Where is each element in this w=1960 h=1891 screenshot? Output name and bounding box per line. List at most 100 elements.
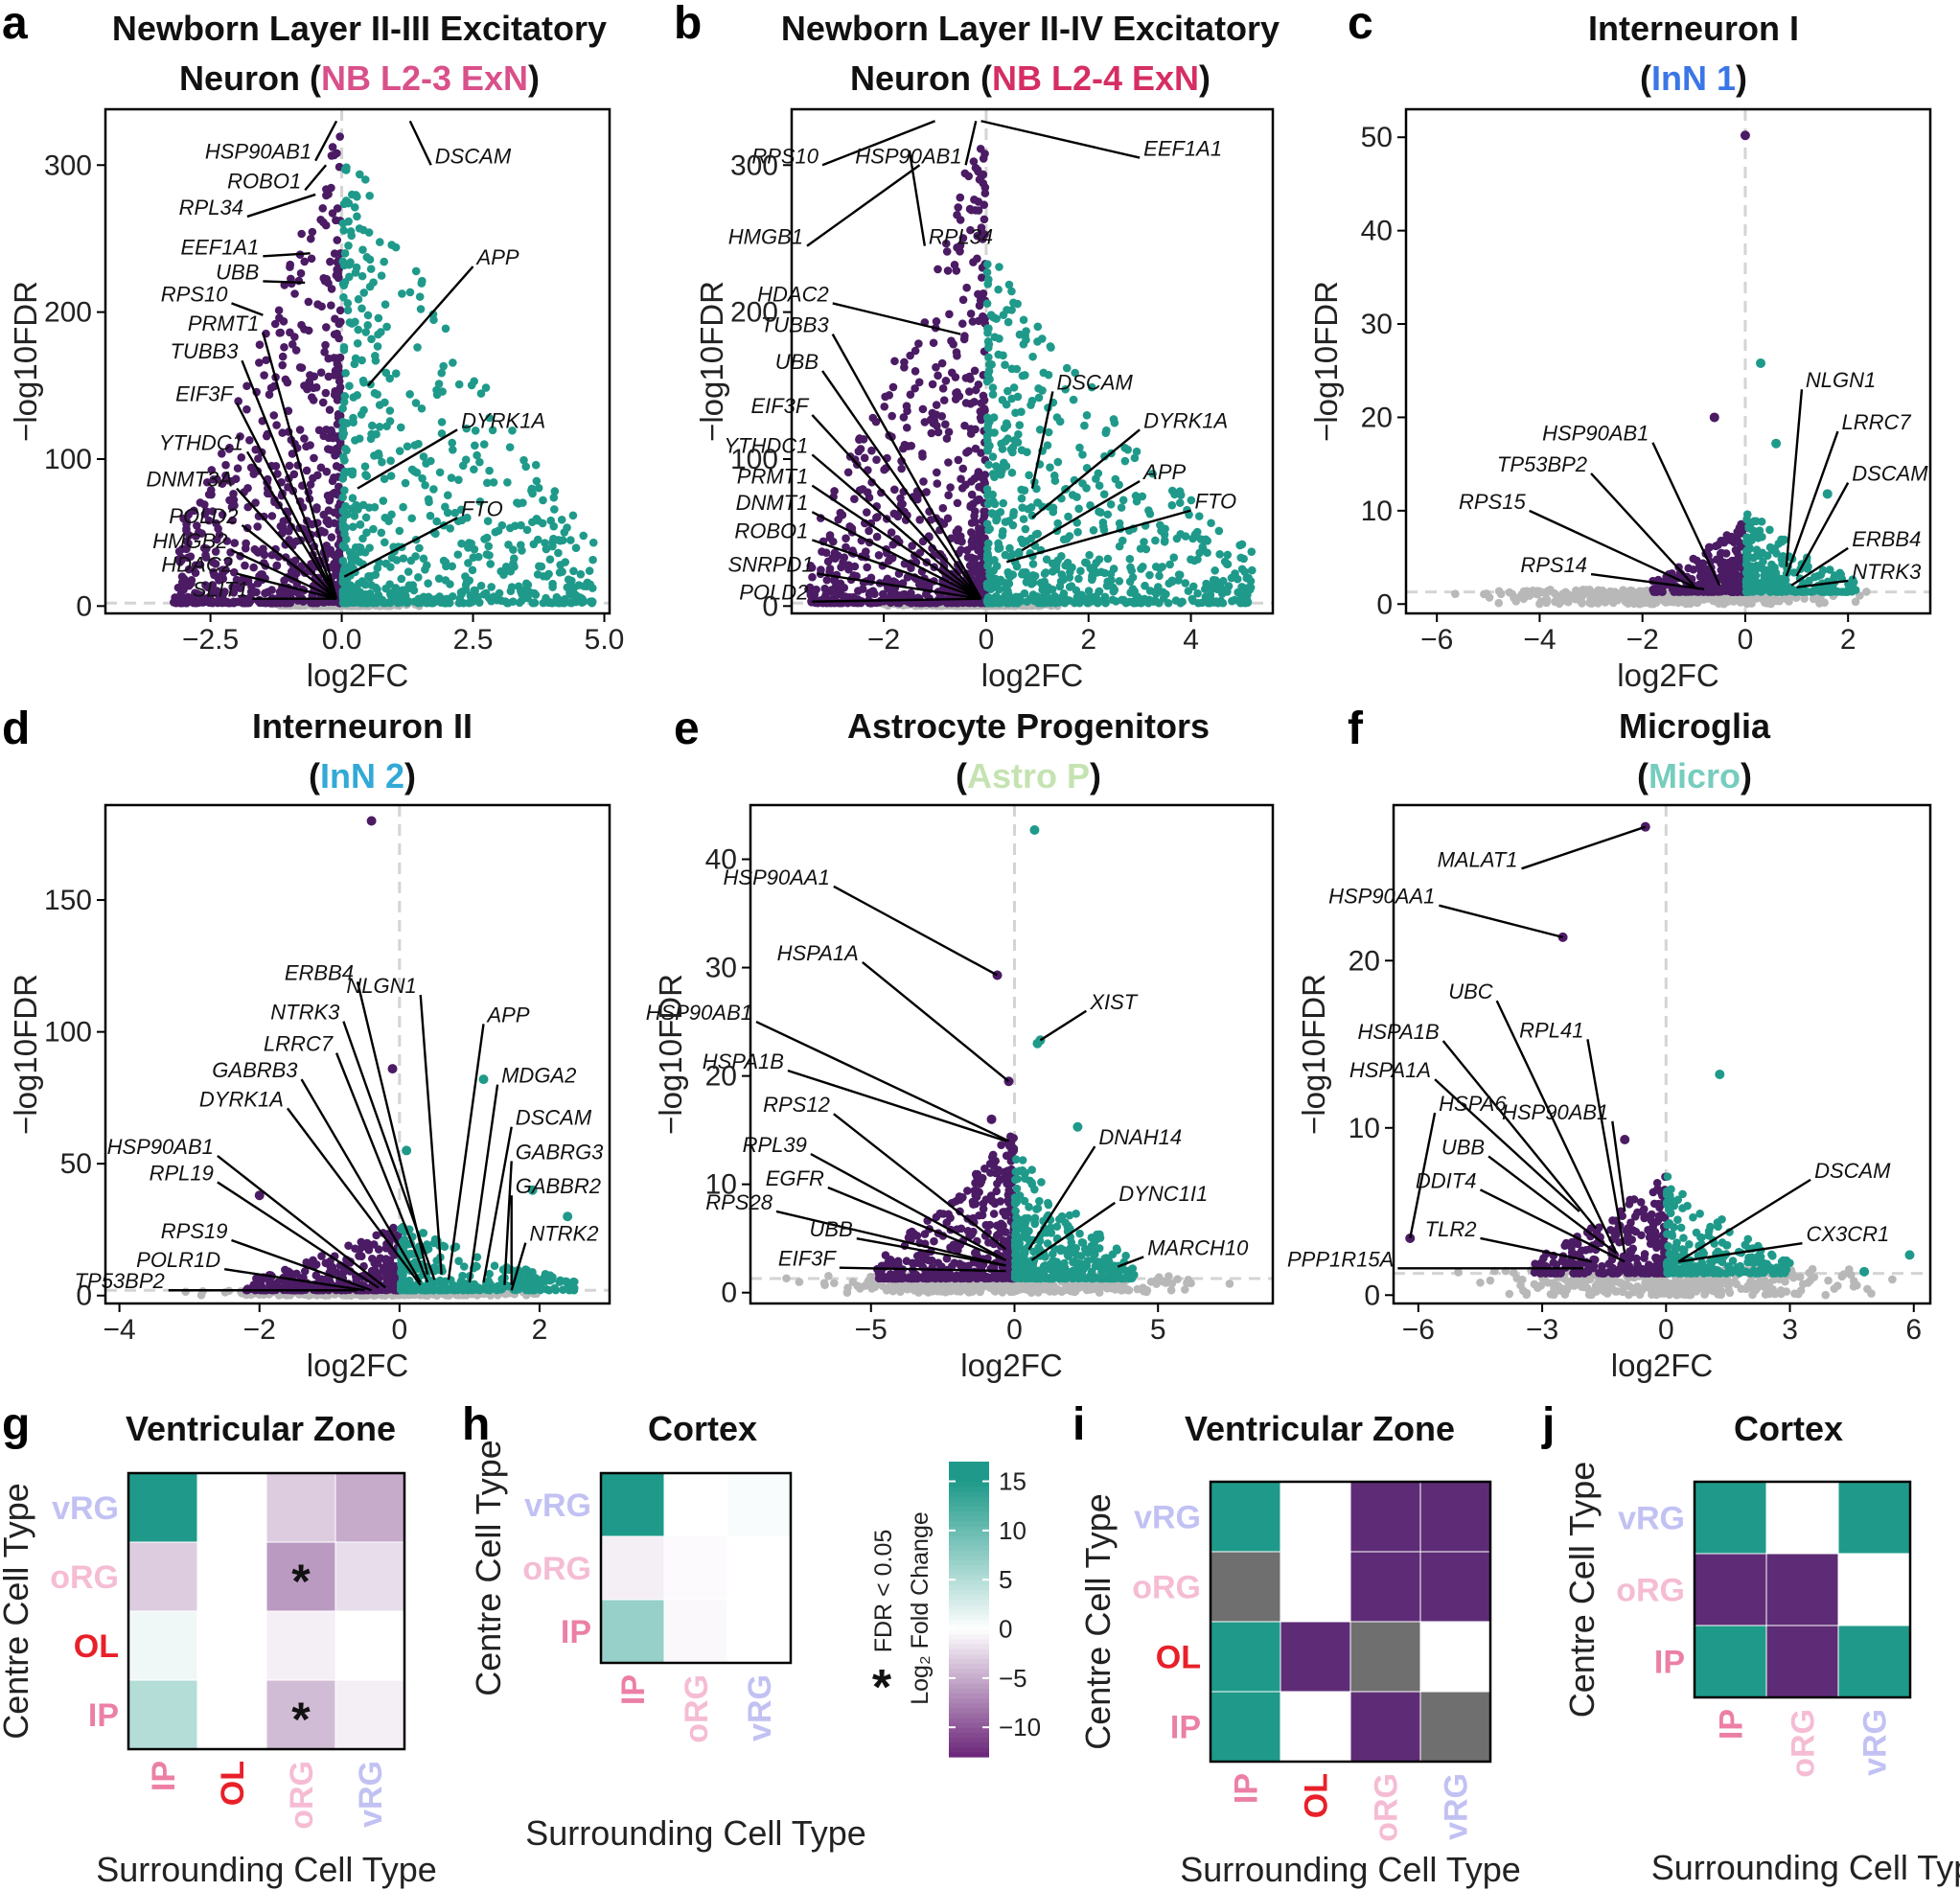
up-regulated-point	[1034, 384, 1043, 393]
up-regulated-point	[1004, 579, 1014, 588]
gene-leader-line	[1021, 479, 1141, 552]
y-tick-label: 200	[730, 297, 778, 329]
up-regulated-point	[1073, 527, 1082, 537]
up-regulated-point	[1086, 500, 1095, 510]
down-regulated-point	[907, 564, 915, 572]
down-regulated-point	[326, 257, 334, 266]
down-regulated-point	[932, 401, 941, 409]
down-regulated-point	[217, 450, 226, 458]
gene-label: EIF3F	[750, 394, 809, 418]
up-regulated-point	[1017, 485, 1026, 495]
up-regulated-point	[424, 579, 432, 588]
gene-label: HDAC2	[161, 553, 233, 577]
up-regulated-point	[464, 559, 473, 567]
down-regulated-point	[921, 589, 931, 599]
up-regulated-point	[579, 531, 588, 541]
up-regulated-point	[1050, 476, 1060, 485]
up-regulated-point	[415, 292, 425, 301]
gene-label: YTHDC1	[159, 430, 243, 454]
down-regulated-point	[254, 548, 263, 557]
up-regulated-point	[1001, 360, 1009, 369]
up-regulated-point	[519, 455, 528, 465]
ns-point	[1744, 598, 1754, 607]
up-regulated-point	[571, 543, 581, 552]
cell-type-highlight: NB L2-4 ExN	[992, 58, 1199, 98]
ns-point	[1510, 593, 1518, 603]
up-regulated-point	[485, 413, 494, 423]
down-regulated-point	[212, 519, 220, 528]
up-regulated-point	[1009, 298, 1018, 308]
up-regulated-point	[375, 238, 384, 246]
up-regulated-point	[550, 487, 560, 496]
gene-leader-line	[1785, 389, 1804, 567]
ns-point	[1519, 594, 1529, 604]
up-regulated-point	[1825, 565, 1834, 574]
down-regulated-point	[974, 545, 982, 555]
up-regulated-point	[1028, 352, 1037, 361]
up-regulated-point	[379, 496, 388, 505]
up-regulated-point	[1155, 571, 1164, 581]
up-regulated-point	[404, 567, 413, 576]
down-regulated-point	[278, 428, 287, 437]
gene-label: PRMT1	[188, 311, 260, 335]
up-regulated-point	[1239, 554, 1248, 564]
volcano-panel-c: c Interneuron I(InN 1)NLGN1LRRC7HSP90AB1T…	[1308, 0, 1932, 693]
down-regulated-point	[887, 528, 896, 537]
down-regulated-point	[270, 598, 280, 608]
up-regulated-point	[1029, 593, 1038, 603]
gene-leader-line	[408, 120, 432, 166]
down-regulated-point	[283, 587, 292, 595]
down-regulated-point	[270, 319, 280, 329]
up-regulated-point	[415, 543, 424, 553]
up-regulated-point	[338, 425, 348, 433]
up-regulated-point	[985, 567, 995, 577]
down-regulated-point	[327, 426, 335, 435]
up-regulated-point	[1014, 549, 1024, 559]
gene-label: EEF1A1	[180, 235, 259, 259]
down-regulated-point	[330, 249, 339, 258]
plot-frame	[104, 107, 611, 615]
down-regulated-point	[970, 473, 980, 483]
gene-leader-line	[241, 524, 337, 600]
up-regulated-point	[1003, 386, 1012, 396]
ns-point	[1638, 587, 1648, 596]
gene-label: APP	[475, 245, 519, 269]
up-regulated-point	[1118, 595, 1126, 605]
up-regulated-point	[1018, 371, 1027, 381]
down-regulated-point	[255, 358, 264, 367]
up-regulated-point	[1039, 368, 1049, 378]
up-regulated-point	[518, 546, 526, 555]
up-regulated-point	[1100, 451, 1109, 461]
up-regulated-point	[988, 390, 998, 399]
up-regulated-point	[545, 555, 555, 565]
up-regulated-point	[361, 513, 371, 522]
title-prefix: Neuron (	[179, 58, 321, 98]
down-regulated-point	[334, 362, 343, 371]
down-regulated-point	[971, 425, 980, 434]
down-regulated-point	[223, 558, 233, 566]
up-regulated-point	[446, 523, 455, 533]
up-regulated-point	[1131, 598, 1141, 608]
up-regulated-point	[1031, 530, 1041, 539]
up-regulated-point	[370, 388, 380, 398]
down-regulated-point	[911, 346, 920, 356]
ns-point	[1629, 599, 1639, 609]
down-regulated-point	[185, 531, 194, 540]
down-regulated-point	[255, 598, 265, 608]
down-regulated-point	[287, 567, 296, 576]
up-regulated-point	[983, 280, 993, 288]
down-regulated-point	[335, 132, 345, 141]
title-suffix: )	[1199, 58, 1211, 98]
ns-point	[1621, 592, 1630, 602]
up-regulated-point	[370, 451, 379, 460]
up-regulated-point	[1046, 342, 1055, 351]
down-regulated-point	[973, 231, 982, 241]
down-regulated-point	[302, 466, 311, 475]
down-regulated-point	[243, 502, 253, 512]
down-regulated-point	[842, 542, 850, 552]
up-regulated-point	[1120, 456, 1130, 466]
up-regulated-point	[1075, 443, 1084, 452]
down-regulated-point	[807, 564, 817, 572]
down-regulated-point	[888, 411, 896, 421]
up-regulated-point	[348, 494, 357, 502]
